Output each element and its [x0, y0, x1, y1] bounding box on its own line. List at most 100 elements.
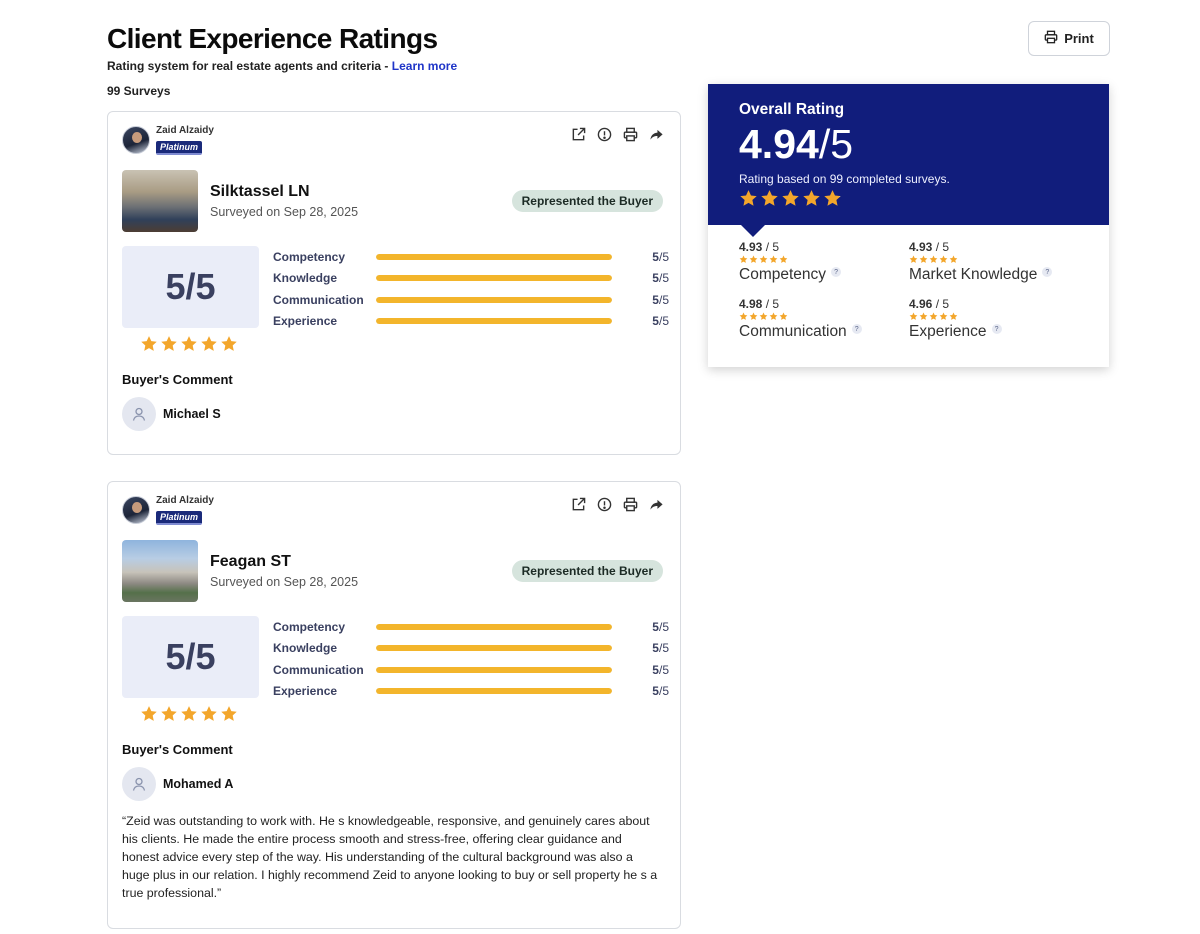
- overall-rating-panel: Overall Rating 4.94/5 Rating based on 99…: [708, 84, 1109, 367]
- category-score-max: / 5: [762, 297, 780, 311]
- criterion-label: Competency: [273, 619, 346, 634]
- criterion-value: 5/5: [652, 314, 669, 328]
- card-actions: [570, 126, 664, 142]
- criterion-value: 5/5: [652, 293, 669, 307]
- star-icon: [749, 255, 758, 263]
- panel-pointer: [741, 225, 765, 237]
- criterion-max: /5: [658, 684, 669, 699]
- criterion-label: Knowledge: [273, 641, 338, 656]
- star-icon: [769, 312, 778, 320]
- share-icon[interactable]: [648, 496, 664, 512]
- review-card: Zaid Alzaidy Platinum Silktassel LN Surveye…: [107, 111, 681, 455]
- criterion-bar: [376, 253, 612, 260]
- criterion-label: Communication: [273, 662, 364, 677]
- printer-icon[interactable]: [622, 496, 638, 512]
- category-label: Experience: [909, 323, 987, 340]
- category-name: Communication?: [739, 323, 909, 341]
- star-icon: [759, 255, 768, 263]
- category-name: Competency?: [739, 266, 909, 284]
- property-photo[interactable]: [122, 540, 198, 602]
- criterion-value: 5/5: [652, 641, 669, 655]
- criterion-bar-fill: [376, 645, 612, 652]
- category-name: Experience?: [909, 323, 1079, 341]
- category-score: 4.98 / 5: [739, 297, 909, 311]
- property-photo[interactable]: [122, 170, 198, 232]
- overall-rating-note: Rating based on 99 completed surveys.: [739, 172, 950, 186]
- criterion-score: 5: [652, 662, 659, 677]
- criterion-label: Knowledge: [273, 271, 338, 286]
- external-link-icon[interactable]: [570, 126, 586, 142]
- help-icon[interactable]: ?: [991, 324, 1002, 334]
- info-icon[interactable]: [596, 126, 612, 142]
- external-link-icon[interactable]: [570, 496, 586, 512]
- criterion-bar: [376, 623, 612, 630]
- info-icon[interactable]: [596, 496, 612, 512]
- star-icon: [929, 312, 938, 320]
- criteria-list: Competency 5/5 Knowledge 5/5 Communication 5/…: [273, 246, 669, 332]
- reviewer-name: Michael S: [163, 407, 221, 421]
- printer-icon[interactable]: [622, 126, 638, 142]
- printer-icon: [1044, 30, 1058, 47]
- category-score-max: / 5: [932, 297, 950, 311]
- user-icon: [122, 397, 156, 431]
- criterion-row: Competency 5/5: [273, 616, 669, 638]
- star-icon: [181, 706, 197, 721]
- property-name: Silktassel LN: [210, 183, 310, 200]
- criterion-bar: [376, 296, 612, 303]
- criterion-bar-fill: [376, 318, 612, 325]
- category-score: 4.93 / 5: [739, 240, 909, 254]
- star-icon: [939, 312, 948, 320]
- criterion-score: 5: [652, 249, 659, 264]
- overall-rating-label: Overall Rating: [739, 101, 845, 118]
- category-label: Competency: [739, 266, 827, 283]
- criterion-row: Knowledge 5/5: [273, 268, 669, 290]
- category-name: Market Knowledge?: [909, 266, 1079, 284]
- property-name: Feagan ST: [210, 553, 291, 570]
- help-icon[interactable]: ?: [1042, 267, 1053, 277]
- agent-name: Zaid Alzaidy: [156, 125, 214, 136]
- criterion-max: /5: [658, 271, 669, 286]
- star-icon: [161, 336, 177, 351]
- represented-badge: Represented the Buyer: [511, 560, 663, 582]
- agent-info: Zaid Alzaidy Platinum: [122, 495, 214, 525]
- star-icon: [761, 190, 778, 206]
- criterion-max: /5: [658, 619, 669, 634]
- criterion-score: 5: [652, 292, 659, 307]
- criterion-score: 5: [652, 619, 659, 634]
- category-score-max: / 5: [762, 240, 780, 254]
- criterion-score: 5: [652, 314, 659, 329]
- star-icon: [909, 255, 918, 263]
- category-score-value: 4.93: [909, 240, 933, 254]
- star-icon: [782, 190, 799, 206]
- category-rating: 4.98 / 5 Communication?: [739, 297, 909, 341]
- star-icon: [803, 190, 820, 206]
- star-icon: [141, 706, 157, 721]
- criterion-bar: [376, 688, 612, 695]
- star-icon: [919, 312, 928, 320]
- category-star-rating: [739, 312, 909, 321]
- review-score: 5/5: [122, 246, 259, 328]
- star-icon: [919, 255, 928, 263]
- card-actions: [570, 496, 664, 512]
- star-icon: [221, 336, 237, 351]
- print-button[interactable]: Print: [1028, 21, 1110, 56]
- share-icon[interactable]: [648, 126, 664, 142]
- represented-badge: Represented the Buyer: [511, 190, 663, 212]
- criterion-max: /5: [658, 292, 669, 307]
- criterion-label: Experience: [273, 684, 338, 699]
- help-icon[interactable]: ?: [851, 324, 862, 334]
- criterion-value: 5/5: [652, 620, 669, 634]
- review-star-rating: [140, 335, 238, 353]
- category-star-rating: [739, 255, 909, 264]
- criterion-row: Experience 5/5: [273, 681, 669, 703]
- criterion-score: 5: [652, 271, 659, 286]
- star-icon: [161, 706, 177, 721]
- star-icon: [939, 255, 948, 263]
- review-score: 5/5: [122, 616, 259, 698]
- tier-badge: Platinum: [156, 511, 203, 525]
- help-icon[interactable]: ?: [831, 267, 842, 277]
- star-icon: [201, 706, 217, 721]
- page-header: Client Experience Ratings Rating system …: [107, 22, 457, 73]
- learn-more-link[interactable]: Learn more: [391, 59, 458, 73]
- agent-name: Zaid Alzaidy: [156, 495, 214, 506]
